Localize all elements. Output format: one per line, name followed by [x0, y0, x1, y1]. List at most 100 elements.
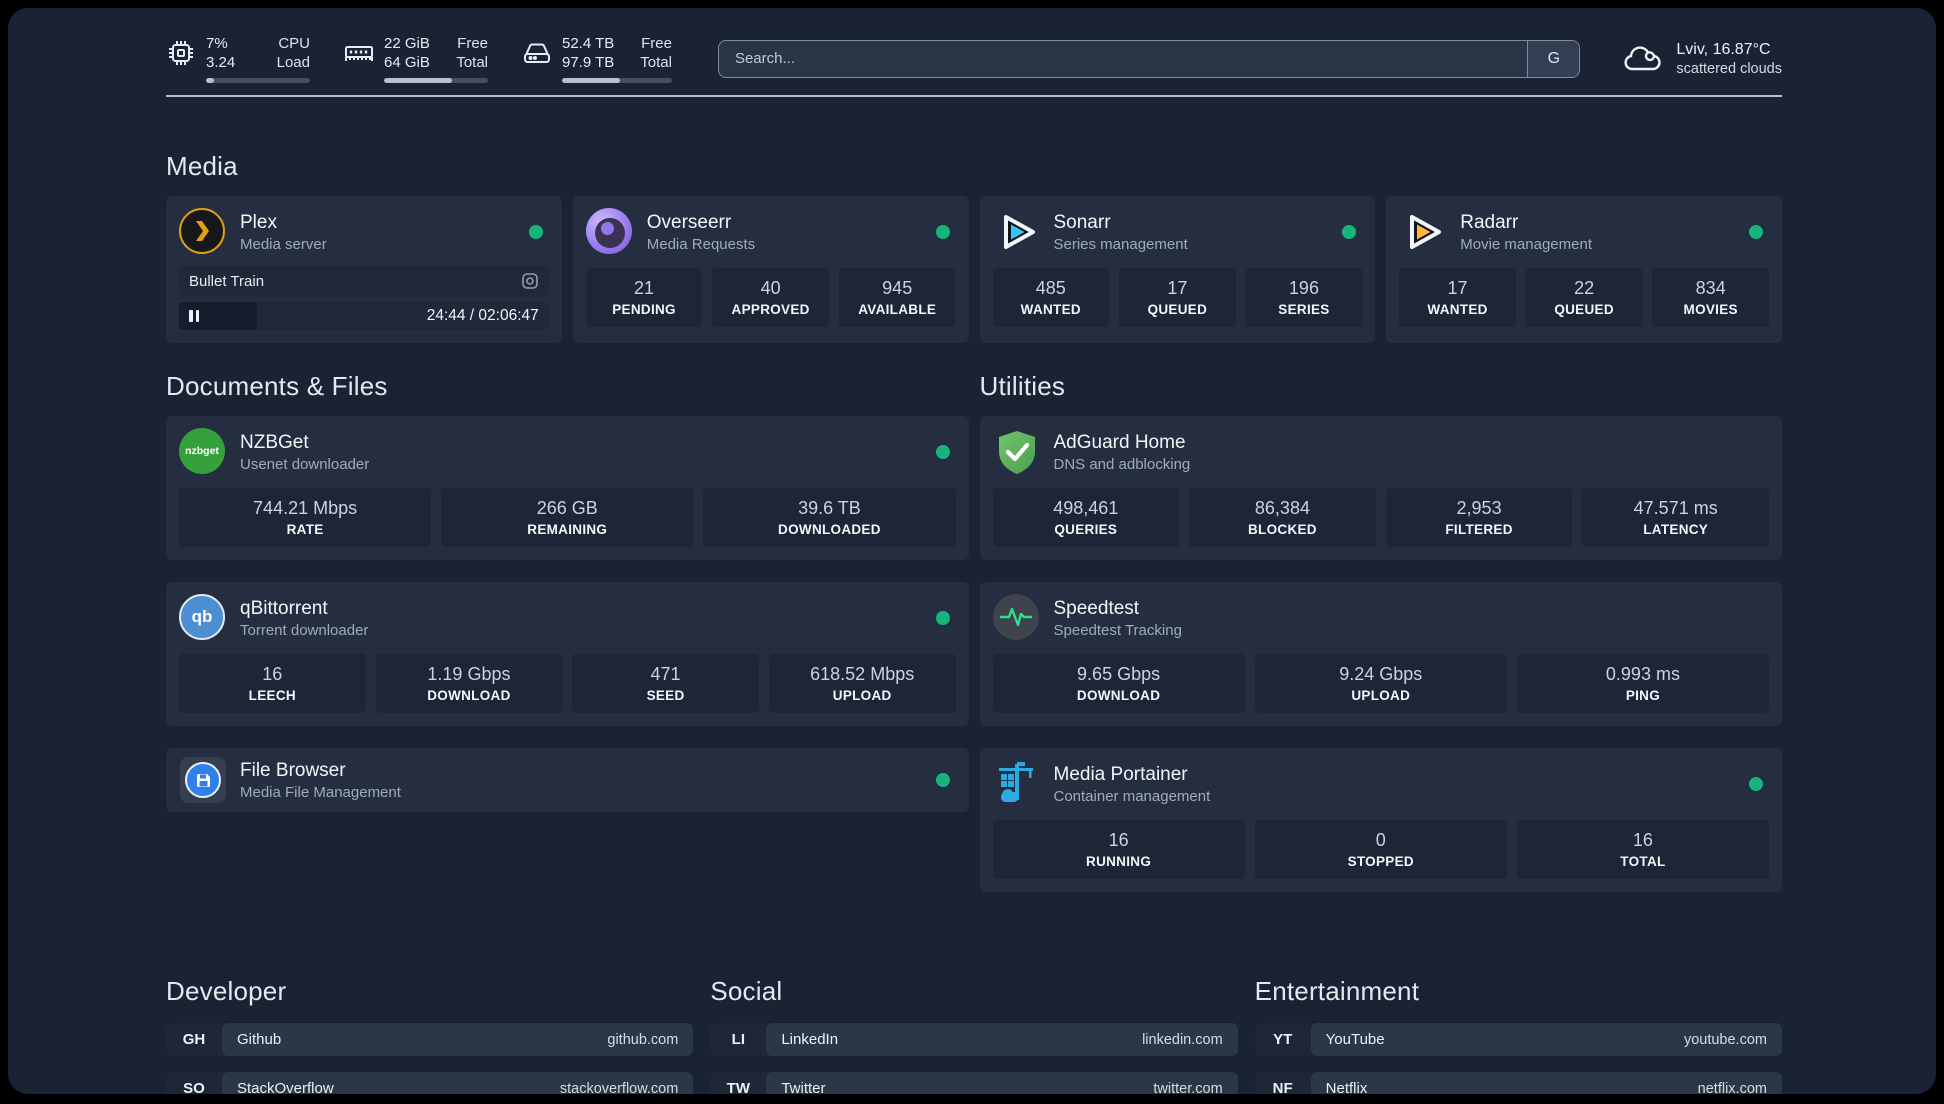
status-dot [935, 225, 950, 239]
stat-value: 17 [1447, 278, 1468, 298]
stat-tile: 945 AVAILABLE [838, 268, 956, 327]
cpu-icon [169, 41, 193, 65]
disk-free-value: 52.4 TB [562, 35, 615, 52]
weather-condition: scattered clouds [1676, 60, 1782, 77]
stat-value: 86,384 [1254, 498, 1310, 518]
disk-progress-fill [562, 78, 621, 83]
search-input[interactable] [718, 40, 1528, 77]
playback-time: 24:44 / 02:06:47 [426, 307, 539, 324]
stat-tile: 471 SEED [572, 654, 759, 713]
memory-free-value: 22 GiB [384, 35, 430, 52]
app-card-speedtest[interactable]: Speedtest Speedtest Tracking 9.65 Gbps D… [979, 582, 1782, 726]
link-url: github.com [607, 1031, 679, 1048]
disk-icon [524, 43, 550, 63]
cpu-usage-value: 7% [206, 35, 228, 52]
cpu-load-label: Load [276, 54, 310, 71]
app-card-radarr[interactable]: Radarr Movie management 17 WANTED 22 QUE… [1386, 196, 1782, 343]
stat-label: SERIES [1278, 302, 1330, 317]
link-abbr: LI [710, 1023, 767, 1056]
stat-label: WANTED [1427, 302, 1488, 317]
stat-value: 22 [1574, 278, 1595, 298]
stat-value: 47.571 ms [1633, 498, 1718, 518]
link-row-linkedin[interactable]: LI LinkedIn linkedin.com [710, 1023, 1238, 1056]
stat-tile: 834 MOVIES [1652, 268, 1769, 327]
app-card-overseerr[interactable]: Overseerr Media Requests 21 PENDING 40 A… [572, 196, 969, 343]
stat-label: AVAILABLE [858, 302, 937, 317]
app-card-adguard[interactable]: AdGuard Home DNS and adblocking 498,461 … [979, 416, 1782, 560]
header-bar: 7% 3.24 CPU Load [166, 34, 1782, 83]
search-engine-button[interactable]: G [1527, 40, 1580, 77]
radarr-icon [1399, 208, 1447, 256]
portainer-icon [993, 760, 1041, 808]
stat-value: 1.19 Gbps [427, 664, 511, 684]
app-subtitle: Media File Management [240, 783, 401, 801]
disk-progress-bar [562, 78, 672, 83]
adguard-icon [993, 428, 1041, 476]
app-card-nzbget[interactable]: nzbget NZBGet Usenet downloader 744.21 M… [166, 416, 969, 560]
cpu-stat: 7% 3.24 CPU Load [166, 34, 310, 83]
status-dot [528, 225, 543, 239]
stat-tile: 21 PENDING [585, 268, 703, 327]
stat-label: QUEUED [1147, 302, 1208, 317]
link-name: Twitter [781, 1080, 826, 1094]
session-icon[interactable] [521, 272, 539, 290]
stat-value: 471 [650, 664, 681, 684]
stat-value: 618.52 Mbps [810, 664, 915, 684]
memory-total-label: Total [456, 54, 488, 71]
stat-label: MOVIES [1683, 302, 1738, 317]
app-name: NZBGet [240, 431, 309, 453]
stat-label: DOWNLOAD [427, 688, 511, 703]
stat-tile: 0.993 ms PING [1516, 654, 1770, 713]
stat-tile: 196 SERIES [1245, 268, 1363, 327]
pause-button[interactable] [189, 310, 199, 322]
link-row-stackoverflow[interactable]: SO StackOverflow stackoverflow.com [166, 1072, 694, 1095]
link-abbr: SO [166, 1072, 222, 1094]
app-card-filebrowser[interactable]: File Browser Media File Management [166, 748, 969, 812]
app-card-qbittorrent[interactable]: qb qBittorrent Torrent downloader 16 LEE… [166, 582, 969, 726]
stat-label: DOWNLOADED [778, 522, 881, 537]
disk-stat: 52.4 TB 97.9 TB Free Total [522, 34, 672, 83]
stat-tile: 16 RUNNING [992, 820, 1245, 879]
stat-label: REMAINING [527, 522, 608, 537]
app-card-portainer[interactable]: Media Portainer Container management 16 … [979, 748, 1782, 892]
link-name: Netflix [1325, 1080, 1368, 1094]
link-url: stackoverflow.com [559, 1080, 679, 1095]
link-row-twitter[interactable]: TW Twitter twitter.com [710, 1072, 1238, 1094]
app-card-sonarr[interactable]: Sonarr Series management 485 WANTED 17 Q… [979, 196, 1376, 343]
app-subtitle: Usenet downloader [240, 455, 370, 473]
link-row-youtube[interactable]: YT YouTube youtube.com [1254, 1023, 1782, 1056]
link-row-netflix[interactable]: NF Netflix netflix.com [1254, 1072, 1782, 1094]
stat-label: QUEUED [1554, 302, 1614, 317]
app-card-plex[interactable]: Plex Media server Bullet Train 24:44 / 0 [166, 196, 562, 343]
link-row-github[interactable]: GH Github github.com [166, 1023, 694, 1056]
link-abbr: GH [166, 1023, 222, 1056]
link-abbr: YT [1254, 1023, 1311, 1056]
stat-label: RUNNING [1086, 854, 1152, 869]
stat-value: 39.6 TB [798, 498, 861, 518]
stat-tile: 744.21 Mbps RATE [179, 488, 432, 547]
link-name: Github [237, 1031, 282, 1048]
link-abbr: TW [710, 1072, 767, 1094]
stat-label: WANTED [1020, 302, 1081, 317]
header-divider [166, 95, 1782, 97]
app-name: Overseerr [646, 211, 732, 233]
playback-progress-bar[interactable]: 24:44 / 02:06:47 [179, 302, 549, 330]
stat-tile: 2,953 FILTERED [1385, 488, 1573, 547]
stat-value: 9.65 Gbps [1077, 664, 1161, 684]
links-section-developer: Developer GH Github github.com SO StackO… [166, 976, 694, 1095]
link-name: LinkedIn [781, 1031, 839, 1048]
documents-column: Documents & Files nzbget NZBGet Usenet d… [166, 371, 969, 834]
stat-label: UPLOAD [1351, 688, 1411, 703]
section-title-documents: Documents & Files [166, 371, 388, 401]
app-subtitle: Media Requests [646, 235, 756, 253]
app-name: Media Portainer [1053, 763, 1188, 785]
dashboard-frame: 7% 3.24 CPU Load [8, 8, 1936, 1094]
weather-widget: Lviv, 16.87°C scattered clouds [1622, 39, 1782, 79]
stat-value: 21 [634, 278, 655, 298]
app-name: File Browser [240, 759, 346, 781]
stat-value: 2,953 [1456, 498, 1502, 518]
link-name: StackOverflow [237, 1080, 334, 1094]
status-dot [935, 611, 950, 625]
stat-value: 834 [1695, 278, 1726, 298]
search-bar[interactable]: G [717, 39, 1581, 78]
